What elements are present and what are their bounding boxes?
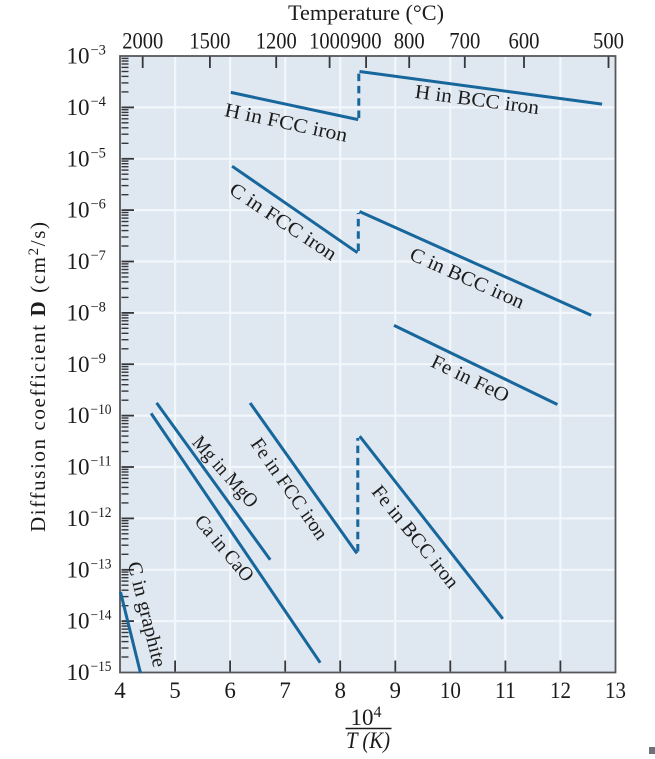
svg-text:10: 10 <box>67 506 90 531</box>
svg-text:10: 10 <box>67 455 90 480</box>
svg-text:8: 8 <box>334 678 346 703</box>
svg-text:−14: −14 <box>91 608 113 624</box>
svg-text:500: 500 <box>593 29 624 54</box>
svg-text:−12: −12 <box>91 505 112 521</box>
svg-text:−10: −10 <box>91 402 112 418</box>
svg-text:−7: −7 <box>91 248 106 264</box>
svg-text:−5: −5 <box>91 145 106 161</box>
svg-text:9: 9 <box>390 678 402 703</box>
svg-text:−13: −13 <box>91 556 112 572</box>
svg-text:10: 10 <box>67 249 90 274</box>
svg-text:700: 700 <box>449 29 480 54</box>
svg-text:10: 10 <box>67 146 90 171</box>
svg-text:10: 10 <box>67 609 90 634</box>
svg-text:−3: −3 <box>91 43 106 59</box>
svg-text:T (K): T (K) <box>346 728 390 753</box>
svg-text:10: 10 <box>67 300 90 325</box>
svg-text:−9: −9 <box>91 351 106 367</box>
svg-text:600: 600 <box>509 29 540 54</box>
svg-text:10: 10 <box>67 352 90 377</box>
svg-text:1000: 1000 <box>309 29 350 54</box>
svg-text:13: 13 <box>605 678 626 703</box>
svg-text:10: 10 <box>67 557 90 582</box>
svg-text:7: 7 <box>279 678 291 703</box>
svg-text:10: 10 <box>67 44 90 69</box>
svg-text:10: 10 <box>67 95 90 120</box>
svg-text:1200: 1200 <box>256 29 297 54</box>
svg-text:−4: −4 <box>91 94 107 110</box>
svg-text:−8: −8 <box>91 299 106 315</box>
svg-text:Diffusion coefficient D (cm2/s: Diffusion coefficient D (cm2/s) <box>26 222 50 532</box>
svg-text:−6: −6 <box>91 197 106 213</box>
svg-text:10: 10 <box>67 198 90 223</box>
svg-text:10: 10 <box>67 660 90 685</box>
svg-text:12: 12 <box>550 678 571 703</box>
svg-text:10: 10 <box>440 678 461 703</box>
svg-text:2000: 2000 <box>122 29 163 54</box>
svg-text:6: 6 <box>224 678 236 703</box>
svg-text:5: 5 <box>169 678 181 703</box>
svg-text:10: 10 <box>67 403 90 428</box>
svg-text:−11: −11 <box>91 454 112 470</box>
svg-text:4: 4 <box>114 678 126 703</box>
svg-text:900: 900 <box>351 29 382 54</box>
svg-text:1500: 1500 <box>189 29 230 54</box>
svg-text:−15: −15 <box>91 659 112 675</box>
svg-text:Temperature (°C): Temperature (°C) <box>288 0 444 25</box>
svg-text:800: 800 <box>394 29 425 54</box>
svg-text:11: 11 <box>495 678 516 703</box>
